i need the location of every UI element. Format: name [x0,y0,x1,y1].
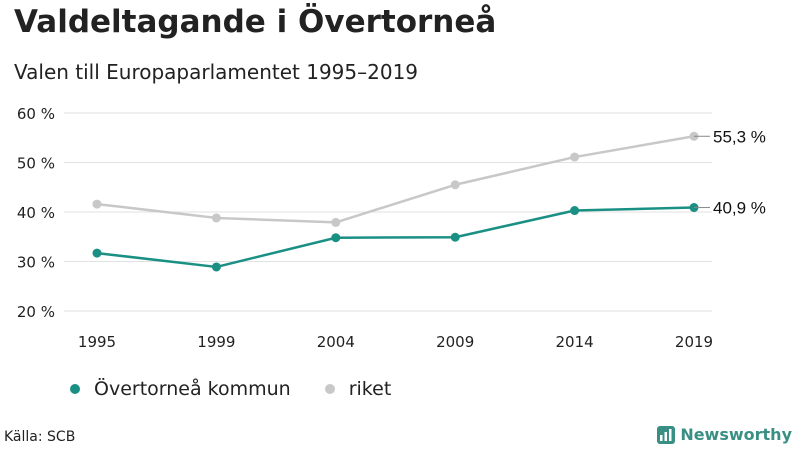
y-axis-ticks: 20 % 30 % 40 % 50 % 60 % [17,105,55,321]
data-point[interactable] [211,262,221,272]
legend-dot-icon [70,384,80,394]
legend-item-riket[interactable]: riket [324,378,392,400]
x-tick-label: 2009 [436,333,474,351]
legend-label-riket: riket [348,378,392,400]
y-tick-label: 20 % [17,303,55,321]
brand-name: Newsworthy [680,425,792,444]
x-tick-label: 1995 [78,333,116,351]
data-point[interactable] [570,152,580,162]
end-value-label: 55,3 % [713,127,766,146]
data-point[interactable] [331,217,341,227]
brand-logo[interactable]: Newsworthy [657,425,792,444]
x-tick-label: 2014 [556,333,594,351]
data-point[interactable] [450,180,460,190]
y-tick-label: 60 % [17,105,55,123]
data-point[interactable] [92,199,102,209]
gridlines [64,112,712,312]
series-line-riket [96,135,695,224]
y-tick-label: 30 % [17,254,55,272]
series-line--vertorne-kommun [96,206,695,269]
series-lines [92,131,699,272]
legend-label-overtornea: Övertorneå kommun [94,378,291,400]
legend-item-overtornea[interactable]: Övertorneå kommun [70,378,291,400]
data-point[interactable] [570,206,580,216]
chart-subtitle: Valen till Europaparlamentet 1995–2019 [14,60,419,84]
x-tick-label: 1999 [197,333,235,351]
source-note: Källa: SCB [4,429,76,445]
data-point[interactable] [92,248,102,258]
x-tick-label: 2019 [675,333,713,351]
chart-title: Valdeltagande i Övertorneå [14,4,497,40]
y-tick-label: 50 % [17,155,55,173]
data-point[interactable] [211,213,221,223]
legend: Övertorneå kommun riket [70,378,425,400]
y-tick-label: 40 % [17,204,55,222]
end-value-label: 40,9 % [713,199,766,218]
end-labels: 55,3 % 40,9 % [694,127,766,218]
data-point[interactable] [331,233,341,243]
x-tick-label: 2004 [317,333,355,351]
bar-chart-icon [657,425,676,444]
data-point[interactable] [450,232,460,242]
x-axis-ticks: 1995 1999 2004 2009 2014 2019 [78,333,713,351]
legend-dot-icon [324,384,335,394]
